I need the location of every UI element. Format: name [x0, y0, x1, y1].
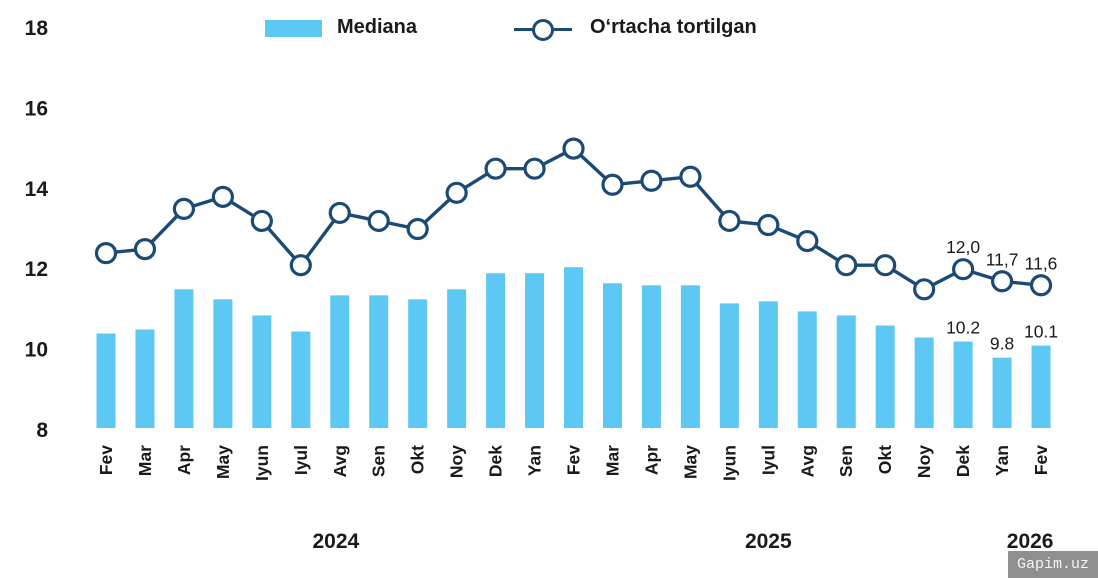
mediana-bar [641, 285, 661, 428]
y-axis-tick-label: 16 [25, 97, 48, 120]
x-axis-month-label: Fev [96, 445, 116, 475]
line-marker [289, 254, 312, 277]
line-marker [913, 278, 936, 301]
line-point-label: 11,6 [1025, 253, 1058, 273]
mediana-bar [992, 357, 1012, 428]
x-axis-month-label: Fev [564, 445, 584, 475]
line-marker [172, 197, 196, 220]
mediana-bar [330, 295, 350, 428]
x-axis-year-label: 2025 [745, 530, 792, 553]
bar-value-label: 10.2 [946, 318, 980, 338]
y-axis-tick-label: 18 [25, 17, 49, 40]
x-axis-month-label: Sen [836, 445, 856, 477]
x-axis-month-label: Iyul [291, 445, 311, 475]
y-axis-tick-label: 10 [25, 339, 48, 362]
line-marker [94, 242, 118, 265]
line-point-label: 12,0 [946, 237, 980, 257]
x-axis-month-label: May [213, 445, 233, 479]
x-axis-month-label: Dek [953, 445, 973, 477]
mediana-legend-swatch [265, 20, 322, 37]
mediana-bar [797, 311, 817, 428]
x-axis-month-label: Apr [641, 445, 661, 475]
line-marker [367, 209, 390, 233]
x-axis-month-label: May [680, 445, 700, 479]
line-marker [133, 238, 157, 261]
line-marker [874, 254, 897, 277]
mediana-bar [135, 329, 155, 428]
mediana-bar [96, 333, 116, 428]
line-point-label: 11,7 [986, 249, 1019, 269]
line-marker [1029, 274, 1053, 297]
y-axis-tick-label: 14 [25, 178, 49, 201]
line-marker [445, 181, 468, 204]
mediana-bar [914, 337, 934, 428]
mediana-bar [953, 341, 973, 428]
x-axis-month-label: Mar [135, 445, 155, 476]
line-marker [250, 209, 273, 233]
mediana-bar [564, 267, 584, 428]
watermark-badge: Gapim.uz [1008, 551, 1098, 578]
mediana-bar [291, 331, 311, 428]
mediana-bar [447, 289, 467, 428]
mediana-bar [758, 301, 778, 428]
x-axis-month-label: Iyun [719, 445, 739, 481]
line-marker [640, 169, 663, 192]
x-axis-month-label: Noy [447, 445, 467, 478]
x-axis-month-label: Noy [914, 445, 934, 478]
y-axis-tick-label: 12 [25, 258, 48, 281]
x-axis-month-label: Apr [174, 445, 194, 475]
x-axis-month-label: Iyul [758, 445, 778, 475]
mediana-bar [836, 315, 856, 428]
line-marker [718, 209, 741, 233]
line-marker [990, 270, 1014, 293]
mediana-bar [602, 283, 622, 428]
mediana-bar [174, 289, 194, 428]
x-axis-month-label: Yan [525, 445, 545, 476]
x-axis-month-label: Mar [602, 445, 622, 476]
line-marker [328, 201, 351, 225]
line-marker [952, 258, 975, 281]
line-marker [757, 213, 780, 237]
y-axis-tick-label: 8 [36, 419, 48, 442]
line-marker [406, 217, 429, 241]
line-marker [835, 254, 858, 277]
line-marker [796, 229, 819, 253]
mediana-bar [875, 325, 895, 428]
x-axis-month-label: Dek [486, 445, 506, 477]
mediana-bar [213, 299, 233, 428]
mediana-bar [525, 273, 545, 428]
x-axis-year-label: 2024 [313, 530, 360, 553]
mediana-bar [369, 295, 389, 428]
x-axis-month-label: Fev [1031, 445, 1051, 475]
x-axis-month-label: Sen [369, 445, 389, 477]
x-axis-month-label: Avg [330, 445, 350, 477]
line-marker [601, 173, 624, 196]
line-marker [211, 185, 234, 208]
x-axis-year-label: 2026 [1007, 530, 1054, 553]
x-axis-month-label: Yan [992, 445, 1012, 476]
mediana-bar [680, 285, 700, 428]
mediana-bar [408, 299, 428, 428]
line-marker [523, 157, 546, 180]
mediana-bar [252, 315, 272, 428]
line-marker [484, 157, 507, 180]
line-marker [562, 137, 585, 160]
line-legend-label: O‘rtacha tortilgan [590, 16, 757, 38]
x-axis-month-label: Okt [408, 445, 428, 474]
mediana-bar [1031, 345, 1051, 428]
bar-value-label: 10.1 [1024, 322, 1058, 342]
line-marker [679, 165, 702, 188]
bar-value-label: 9.8 [990, 334, 1014, 354]
mediana-bar [719, 303, 739, 428]
line-legend-marker-icon [532, 19, 554, 41]
mediana-legend-label: Mediana [337, 16, 418, 38]
x-axis-month-label: Okt [875, 445, 895, 474]
x-axis-month-label: Iyun [252, 445, 272, 481]
x-axis-month-label: Avg [797, 445, 817, 477]
mediana-bar [486, 273, 506, 428]
